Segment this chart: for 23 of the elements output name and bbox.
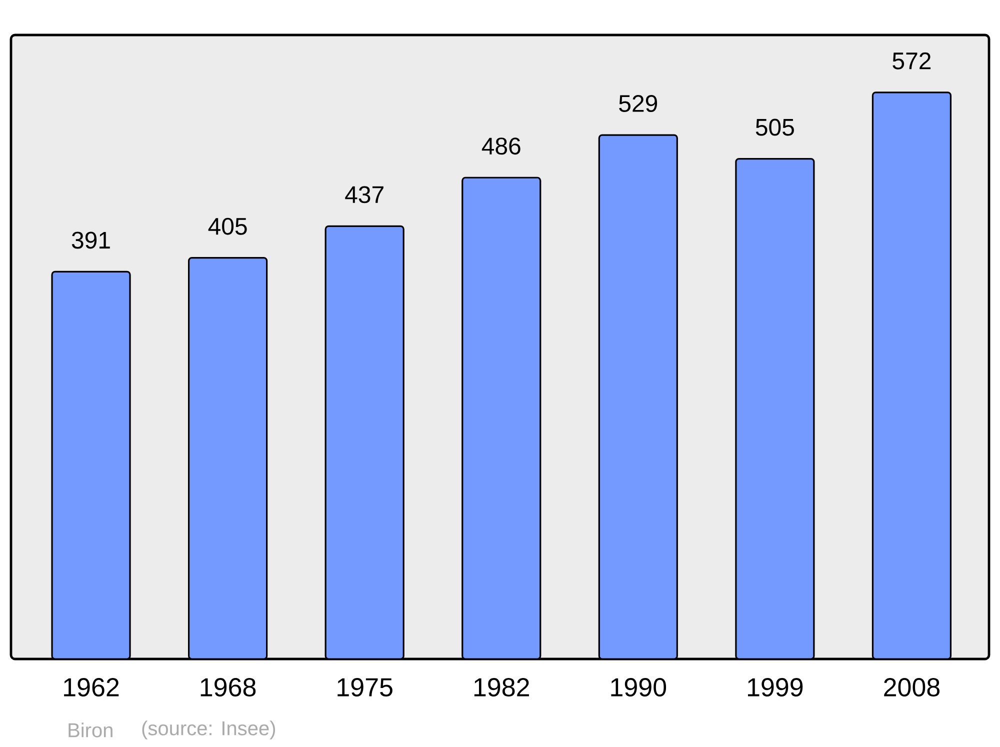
text: (source: Insee) [142, 720, 276, 740]
x-tick-label: 1962 [64, 678, 119, 696]
data-label: 437 [345, 186, 384, 204]
data-label: 486 [482, 138, 520, 155]
bar [188, 257, 268, 659]
x-tick-label: 1975 [338, 678, 392, 696]
bar [735, 158, 815, 659]
text: Biron [68, 722, 112, 738]
bar [324, 225, 404, 659]
bar [462, 176, 542, 659]
x-tick-label: 1999 [748, 678, 803, 696]
bar [51, 270, 131, 659]
bar [598, 134, 678, 659]
x-tick-label: 1982 [474, 678, 529, 696]
data-label: 405 [208, 218, 247, 235]
data-label: 505 [756, 118, 794, 136]
x-tick-label: 2008 [884, 678, 940, 696]
data-label: 391 [72, 232, 110, 249]
x-tick-label: 1990 [611, 678, 666, 696]
data-label: 529 [619, 95, 658, 112]
bar [872, 92, 952, 659]
data-label: 572 [892, 52, 931, 70]
x-tick-label: 1968 [200, 678, 256, 696]
